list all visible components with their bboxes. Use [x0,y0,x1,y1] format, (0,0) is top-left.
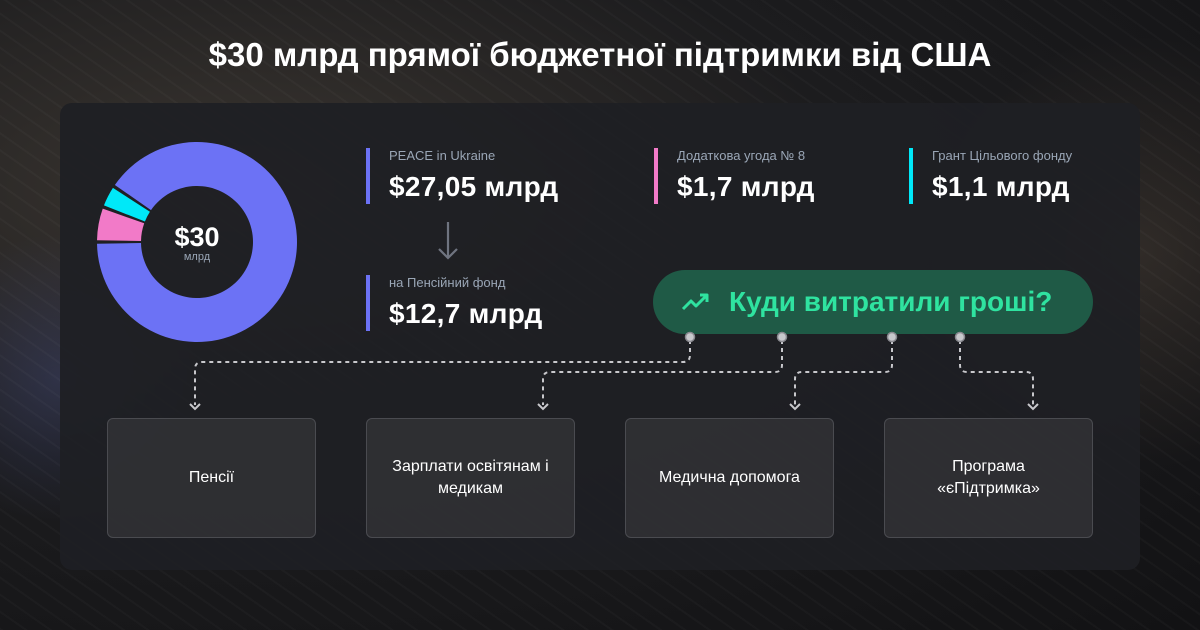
donut-center-unit: млрд [183,251,211,263]
connector-salaries [542,340,783,405]
connector-pensions [194,340,691,405]
question-pill: Куди витратили гроші? [653,270,1093,334]
connector-dot [684,331,696,343]
donut-center: $30 млрд [147,222,247,263]
stat-label: PEACE in Ukraine [389,148,496,163]
destination-pensions: Пенсії [107,418,316,538]
stat-value: $1,1 млрд [932,171,1070,202]
destination-label: Медична допомога [659,469,800,486]
donut-slice-0 [97,142,297,342]
stat-value: $27,05 млрд [389,171,559,202]
donut-slice-1 [97,208,145,242]
chevron-down-icon [189,403,201,411]
stat-value: $12,7 млрд [389,298,543,329]
stat-pension-fund: на Пенсійний фонд $12,7 млрд [366,275,543,331]
stat-label: Грант Цільового фонду [932,148,1073,163]
destination-label: Зарплати освітянам і медикам [392,458,549,497]
stat-label: на Пенсійний фонд [389,275,506,290]
destination-label: Пенсії [188,469,235,486]
destination-label: Програма «єПідтримка» [937,458,1040,497]
connector-dot [954,331,966,343]
connector-dot [776,331,788,343]
stat-agreement-8: Додаткова угода № 8 $1,7 млрд [654,148,815,204]
stat-peace: PEACE in Ukraine $27,05 млрд [366,148,558,204]
connector-epidtrymka [959,340,1034,405]
donut-slice-2 [103,187,150,222]
question-text: Куди витратили гроші? [729,286,1053,317]
arrow-down-icon [438,222,458,260]
stat-label: Додаткова угода № 8 [677,148,806,163]
destination-salaries: Зарплати освітянам і медикам [366,418,575,538]
chevron-down-icon [537,403,549,411]
stat-trust-fund-grant: Грант Цільового фонду $1,1 млрд [909,148,1072,204]
donut-chart [97,142,297,342]
chevron-down-icon [789,403,801,411]
donut-center-value: $30 [174,222,220,252]
connector-medical [794,340,893,405]
destination-medical: Медична допомога [625,418,834,538]
trending-up-icon [681,293,709,311]
stat-value: $1,7 млрд [677,171,815,202]
page-title: $30 млрд прямої бюджетної підтримки від … [208,36,992,73]
destination-epidtrymka: Програма «єПідтримка» [884,418,1093,538]
chevron-down-icon [1027,403,1039,411]
connector-dot [886,331,898,343]
